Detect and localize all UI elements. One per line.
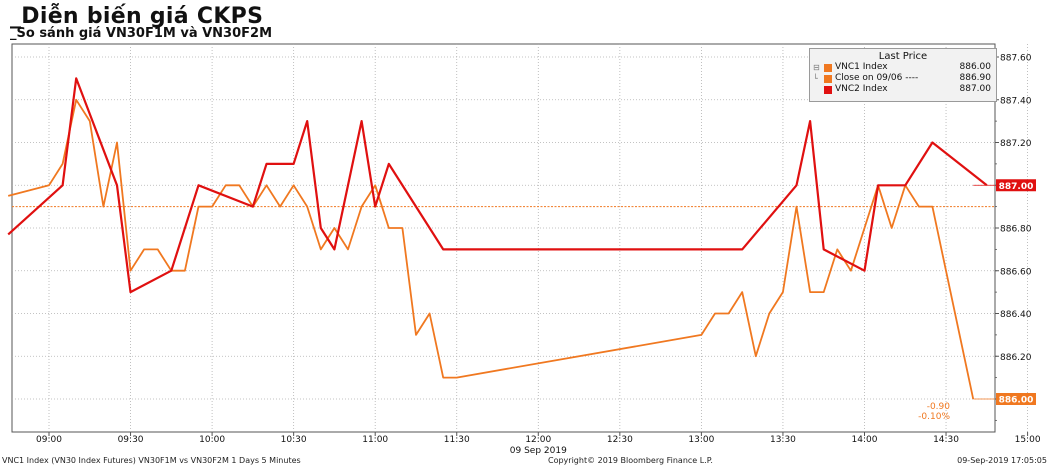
x-tick-label: 10:30 (281, 435, 307, 445)
series-group (7, 77, 988, 400)
plot-area (11, 43, 996, 433)
legend: Last Price ⊟ VNC1 Index 886.00 └ Close o… (809, 48, 997, 102)
legend-swatch-icon (824, 64, 832, 72)
y-tick-label: 886.20 (1000, 353, 1032, 363)
x-tick-label: 09:30 (118, 435, 144, 445)
x-tick-label: 13:30 (770, 435, 796, 445)
x-tick-label: 11:00 (362, 435, 388, 445)
legend-swatch-icon (824, 86, 832, 94)
legend-tree-branch-icon: └ (813, 74, 818, 83)
series-line-vnc2-index (7, 77, 988, 294)
chart-subtitle: _So sánh giá VN30F1M và VN30F2M (10, 26, 273, 41)
price-labels: 887.00 886.00 -0.90-0.10% (918, 179, 1036, 422)
y-tick-label: 887.40 (1000, 96, 1032, 106)
y-tick-label: 886.60 (1000, 267, 1032, 277)
x-tick-label: 14:30 (933, 435, 959, 445)
x-tick-label: 13:00 (688, 435, 714, 445)
legend-item-close: └ Close on 09/06 ---- 886.90 (810, 73, 996, 84)
footer-copyright: Copyright© 2019 Bloomberg Finance L.P. (548, 456, 713, 465)
x-axis: 09:00 09:30 10:00 10:30 11:00 11:30 12:00 12:30… (36, 432, 1041, 456)
legend-swatch-icon (824, 75, 832, 83)
legend-title: Last Price (878, 51, 928, 62)
x-tick-label: 11:30 (444, 435, 470, 445)
series-line-vnc1-index (7, 98, 975, 400)
price-label-text: 887.00 (999, 182, 1034, 192)
x-tick-label: 14:00 (852, 435, 878, 445)
chart-title: _Diễn biến giá CKPS (10, 4, 264, 29)
legend-item-name: VNC1 Index (835, 62, 888, 72)
price-label-box (996, 179, 1036, 192)
legend-item-value: 886.00 (959, 62, 992, 72)
x-tick-label: 10:00 (199, 435, 225, 445)
y-tick-label: 886.80 (1000, 225, 1032, 235)
footer-description: VNC1 Index (VN30 Index Futures) VN30F1M … (2, 456, 301, 465)
x-tick-label: 12:00 (525, 435, 551, 445)
legend-item-value: 886.90 (959, 73, 992, 83)
legend-item-name: Close on 09/06 ---- (835, 73, 919, 83)
change-label: -0.10% (918, 412, 950, 422)
y-tick-label: 886.40 (1000, 310, 1032, 320)
legend-tree-icon: ⊟ (813, 63, 820, 72)
x-tick-label: 12:30 (607, 435, 633, 445)
legend-item-vnc2: VNC2 Index 887.00 (810, 84, 996, 95)
price-label-text: 886.00 (999, 396, 1034, 406)
y-axis: 887.60 887.40 887.20 887.00 886.80 886.60 886.… (995, 54, 1032, 421)
x-date-label: 09 Sep 2019 (510, 446, 567, 456)
footer-timestamp: 09-Sep-2019 17:05:05 (957, 456, 1047, 465)
x-tick-label: 09:00 (36, 435, 62, 445)
legend-item-name: VNC2 Index (835, 84, 888, 94)
price-label-box (996, 393, 1036, 405)
legend-item-vnc1: ⊟ VNC1 Index 886.00 (810, 62, 996, 73)
y-tick-label: 887.20 (1000, 139, 1032, 149)
x-tick-label: 15:00 (1015, 435, 1041, 445)
legend-item-value: 887.00 (959, 84, 992, 94)
change-label: -0.90 (927, 402, 951, 412)
y-tick-label: 887.60 (1000, 54, 1032, 64)
